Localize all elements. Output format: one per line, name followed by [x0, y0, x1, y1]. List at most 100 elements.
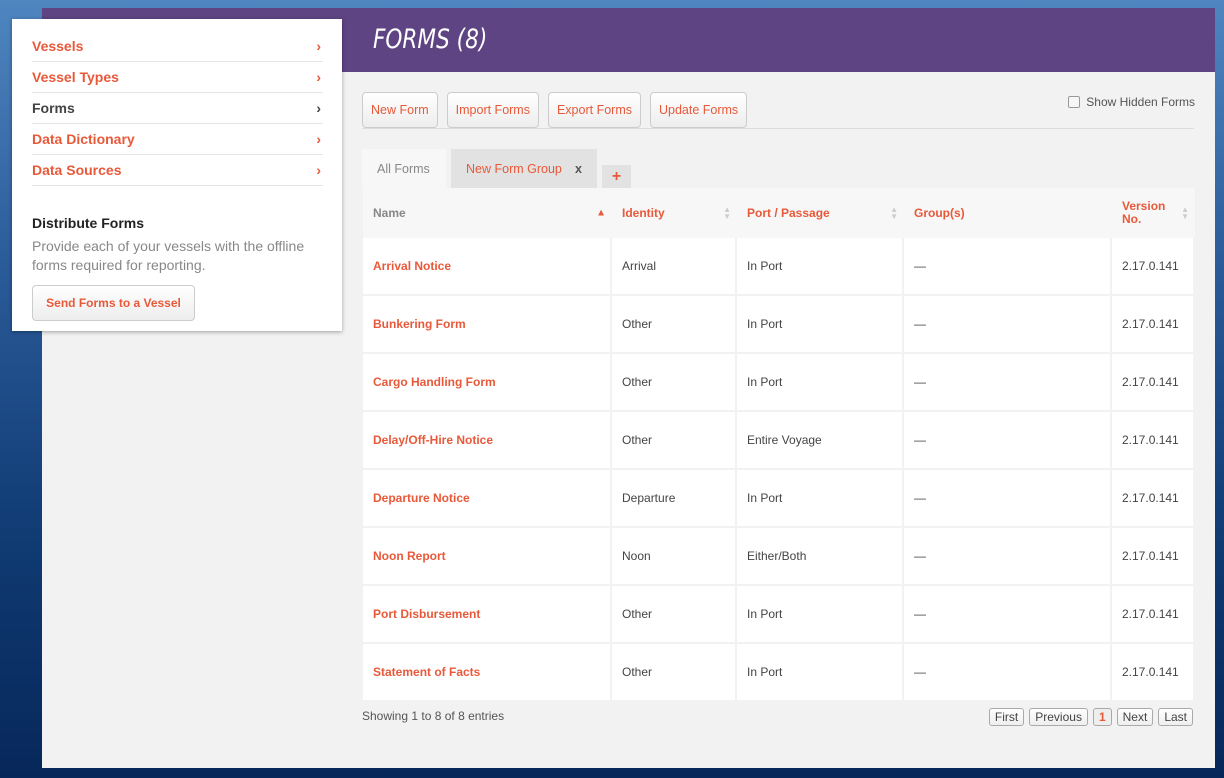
table-row[interactable]: Noon Report Noon Either/Both —2.17.0.141 [363, 528, 1195, 586]
groups-cell: — [904, 412, 1112, 470]
show-hidden-forms-toggle[interactable]: Show Hidden Forms [1068, 95, 1195, 109]
table-row[interactable]: Delay/Off-Hire Notice Other Entire Voyage —… [363, 412, 1195, 470]
column-header-identity[interactable]: Identity ▲ ▼ [612, 188, 737, 238]
pagination: First Previous 1 Next Last [988, 708, 1193, 726]
version-cell: 2.17.0.141 [1112, 238, 1195, 296]
sidebar: Vessels › Vessel Types › Forms › Data Dictiona… [12, 19, 342, 331]
chevron-right-icon: › [316, 131, 321, 147]
next-page-button[interactable]: Next [1116, 708, 1154, 726]
table-row[interactable]: Bunkering Form Other In Port —2.17.0.141 [363, 296, 1195, 354]
identity-cell: Other [612, 412, 737, 470]
table-row[interactable]: Port Disbursement Other In Port —2.17.0.141 [363, 586, 1195, 644]
tab-label: New Form Group [466, 162, 562, 176]
port-passage-cell: In Port [737, 354, 904, 412]
form-name-link[interactable]: Cargo Handling Form [363, 354, 612, 412]
port-passage-cell: In Port [737, 296, 904, 354]
form-name-link[interactable]: Port Disbursement [363, 586, 612, 644]
column-header-version[interactable]: Version No. ▲ ▼ [1112, 188, 1195, 238]
version-cell: 2.17.0.141 [1112, 470, 1195, 528]
column-header-port[interactable]: Port / Passage ▲ ▼ [737, 188, 904, 238]
port-passage-cell: In Port [737, 644, 904, 702]
export-forms-button[interactable]: Export Forms [547, 92, 641, 128]
sidebar-item-vessels[interactable]: Vessels › [32, 31, 323, 62]
toolbar: New Form Import Forms Export Forms Updat… [362, 92, 748, 128]
update-forms-button[interactable]: Update Forms [649, 92, 748, 128]
port-passage-cell: In Port [737, 586, 904, 644]
sidebar-item-label: Data Dictionary [32, 131, 135, 147]
tab-all-forms[interactable]: All Forms [362, 149, 446, 189]
table-row[interactable]: Departure Notice Departure In Port —2.17.0.… [363, 470, 1195, 528]
version-cell: 2.17.0.141 [1112, 586, 1195, 644]
sidebar-nav: Vessels › Vessel Types › Forms › Data Dictiona… [32, 31, 323, 186]
groups-cell: — [904, 354, 1112, 412]
sort-icon: ▲ ▼ [1181, 205, 1189, 221]
identity-cell: Noon [612, 528, 737, 586]
add-tab-button[interactable]: + [602, 165, 631, 189]
groups-cell: — [904, 528, 1112, 586]
send-forms-button[interactable]: Send Forms to a Vessel [32, 285, 195, 321]
sidebar-item-forms[interactable]: Forms › [32, 93, 323, 124]
form-name-link[interactable]: Arrival Notice [363, 238, 612, 296]
identity-cell: Arrival [612, 238, 737, 296]
form-tabs: All Forms New Form Group x + [362, 149, 631, 189]
distribute-title: Distribute Forms [32, 215, 145, 231]
chevron-right-icon: › [316, 38, 321, 54]
import-forms-button[interactable]: Import Forms [446, 92, 539, 128]
port-passage-cell: In Port [737, 238, 904, 296]
form-name-link[interactable]: Statement of Facts [363, 644, 612, 702]
sort-icon: ▲ ▼ [723, 205, 731, 221]
version-cell: 2.17.0.141 [1112, 412, 1195, 470]
page-title: FORMS (8) [373, 24, 488, 55]
identity-cell: Other [612, 296, 737, 354]
form-name-link[interactable]: Delay/Off-Hire Notice [363, 412, 612, 470]
version-cell: 2.17.0.141 [1112, 296, 1195, 354]
groups-cell: — [904, 586, 1112, 644]
chevron-right-icon: › [316, 162, 321, 178]
show-hidden-checkbox[interactable] [1068, 96, 1081, 108]
forms-table: Name ▲ Identity ▲ ▼ Port / Passage ▲ ▼ Group(… [363, 188, 1195, 702]
sort-asc-icon: ▲ [596, 207, 606, 219]
table-row[interactable]: Arrival Notice Arrival In Port —2.17.0.141 [363, 238, 1195, 296]
column-label: Name [373, 206, 406, 220]
close-tab-icon[interactable]: x [575, 162, 582, 176]
form-name-link[interactable]: Bunkering Form [363, 296, 612, 354]
sidebar-item-vessel-types[interactable]: Vessel Types › [32, 62, 323, 93]
chevron-right-icon: › [316, 69, 321, 85]
new-form-button[interactable]: New Form [362, 92, 438, 128]
version-cell: 2.17.0.141 [1112, 644, 1195, 702]
chevron-right-icon: › [316, 100, 321, 116]
page-1-button[interactable]: 1 [1092, 708, 1112, 726]
previous-page-button[interactable]: Previous [1029, 708, 1088, 726]
column-header-groups[interactable]: Group(s) [904, 188, 1112, 238]
version-cell: 2.17.0.141 [1112, 354, 1195, 412]
sidebar-item-data-sources[interactable]: Data Sources › [32, 155, 323, 186]
table-info: Showing 1 to 8 of 8 entries [362, 709, 505, 723]
groups-cell: — [904, 470, 1112, 528]
main-panel: FORMS (8) New Form Import Forms Export F… [42, 8, 1215, 768]
column-header-name[interactable]: Name ▲ [363, 188, 612, 238]
sidebar-item-label: Vessels [32, 38, 84, 54]
first-page-button[interactable]: First [988, 708, 1025, 726]
column-label: Identity [622, 206, 665, 220]
sidebar-item-data-dictionary[interactable]: Data Dictionary › [32, 124, 323, 155]
port-passage-cell: Either/Both [737, 528, 904, 586]
groups-cell: — [904, 238, 1112, 296]
last-page-button[interactable]: Last [1158, 708, 1193, 726]
sort-icon: ▲ ▼ [890, 205, 898, 221]
port-passage-cell: Entire Voyage [737, 412, 904, 470]
version-cell: 2.17.0.141 [1112, 528, 1195, 586]
form-name-link[interactable]: Departure Notice [363, 470, 612, 528]
sidebar-item-label: Forms [32, 100, 75, 116]
distribute-description: Provide each of your vessels with the of… [32, 238, 305, 273]
tab-new-form-group[interactable]: New Form Group x [451, 149, 597, 189]
column-label: Group(s) [914, 206, 965, 220]
table-row[interactable]: Cargo Handling Form Other In Port —2.17.0.1… [363, 354, 1195, 412]
groups-cell: — [904, 644, 1112, 702]
form-name-link[interactable]: Noon Report [363, 528, 612, 586]
port-passage-cell: In Port [737, 470, 904, 528]
show-hidden-label: Show Hidden Forms [1086, 95, 1195, 109]
identity-cell: Other [612, 354, 737, 412]
sidebar-item-label: Vessel Types [32, 69, 119, 85]
table-row[interactable]: Statement of Facts Other In Port —2.17.0.14… [363, 644, 1195, 702]
groups-cell: — [904, 296, 1112, 354]
